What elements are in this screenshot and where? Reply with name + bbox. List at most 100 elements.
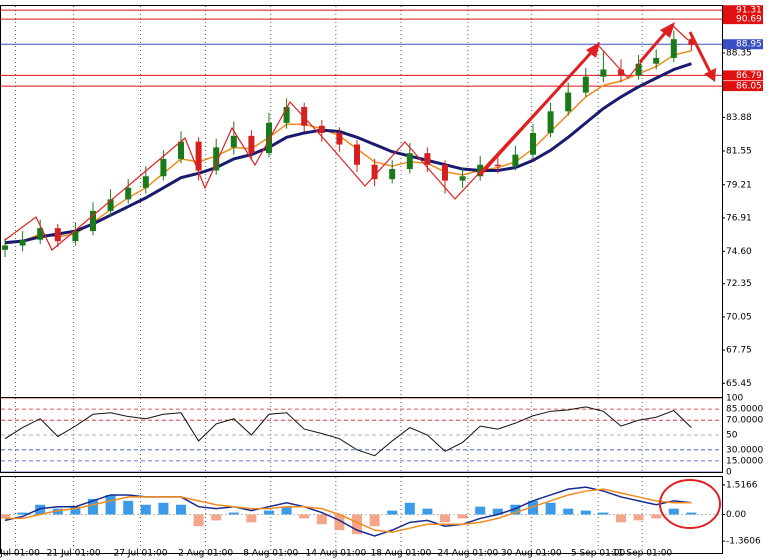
candle-body [213,147,220,171]
histogram-bar [158,502,169,515]
x-tick-label: 5 Sep 01:00 [571,549,626,559]
indicator-line [5,488,692,533]
histogram-bar [686,512,697,515]
candle-body [565,92,572,112]
indicator-line [4,486,692,537]
candle-body [582,76,589,93]
histogram-bar [316,514,327,525]
marks-layer [0,30,697,537]
arrow [688,31,714,77]
annotations [4,22,721,529]
price-level-label: 88.95 [736,40,762,50]
histogram-bar [299,514,310,519]
y-tick-label: 15.0000 [726,456,763,466]
candle-body [178,141,184,159]
histogram-bar [334,514,345,531]
candle-body [301,106,308,126]
candle-body [37,228,44,240]
histogram-bar [598,512,609,515]
candle-body [477,164,484,177]
price-level-label: 90.69 [736,15,762,25]
histogram-bar [0,514,10,519]
x-tick-label: 8 Aug 01:00 [243,549,298,559]
histogram-bar [52,508,63,515]
histogram-bar [616,514,626,523]
candle-body [512,154,519,167]
histogram-bar [475,506,486,515]
arrow-head [586,42,600,58]
histogram-bar [281,506,292,515]
candle-body [547,111,554,133]
histogram-bar [510,504,521,515]
candle-body [283,106,290,123]
candle-body [54,228,61,242]
price-level-box [723,14,763,25]
y-tick-label: 67.75 [726,346,752,356]
y-tick-label: 88.35 [726,48,752,58]
candle-body [653,57,660,64]
histogram-bar [563,508,574,515]
y-tick-label: 79.21 [726,180,752,190]
histogram-bar [140,504,151,515]
candle-body [406,153,413,170]
x-tick-label: 11 Sep 01:00 [612,549,672,559]
y-tick-label: 65.45 [726,379,752,389]
candle-body [72,231,79,242]
histogram-bar [651,514,662,519]
histogram-bar [440,514,450,523]
indicator-line [4,406,692,457]
y-tick-label: 50 [726,431,738,441]
histogram-bar [668,508,679,515]
candle-body [318,125,325,133]
y-tick-label: 70.05 [726,312,752,322]
y-tick-label: 76.91 [726,213,752,223]
y-tick-label: 83.88 [726,113,752,123]
histogram-bar [246,514,257,523]
histogram-bar [492,508,503,515]
x-tick-label: Jul 01:00 [0,549,40,559]
histogram-bar [176,504,186,515]
y-tick-label: 74.60 [726,247,752,257]
candle-body [160,158,167,177]
histogram-bar [457,514,468,519]
x-tick-label: 30 Aug 01:00 [501,549,562,559]
histogram-bar [70,506,81,515]
y-tick-label: 0.00 [726,510,746,520]
candle-body [19,239,26,246]
candle-body [354,144,360,165]
candle-body [530,132,536,155]
price-level-box [723,39,763,50]
histogram-bar [528,500,538,515]
price-level-label: 86.79 [736,71,762,81]
histogram-bar [404,502,415,515]
candle-body [442,164,448,181]
candle-body [618,69,624,76]
highlight-circle [659,479,721,529]
x-tick-label: 24 Aug 01:00 [438,549,499,559]
y-tick-label: 0 [726,468,732,478]
labels-layer: 88.35 83.88 81.55 79.21 76.91 74.60 72.35 70.05… [0,5,763,559]
y-tick-label: 30.0000 [726,445,763,455]
candle-body [389,169,396,180]
candle-body [494,164,501,167]
rsi-frame [0,397,723,473]
candle-body [336,132,343,145]
histogram-bar [193,514,204,527]
histogram-bar [545,502,556,515]
y-tick-label: 81.55 [726,147,752,157]
y-tick-label: 100 [726,394,743,404]
candle-body [688,39,695,45]
candle-body [230,135,237,148]
y-tick-label: 72.35 [726,279,752,289]
y-tick-label: 70.0000 [726,416,763,426]
x-tick-label: 27 Jul 01:00 [114,549,168,559]
zigzag [4,24,689,251]
arrow [478,43,600,177]
candle-body [90,210,96,232]
histogram-bar [211,514,222,521]
candle-body [424,153,431,165]
candle-body [600,69,607,77]
